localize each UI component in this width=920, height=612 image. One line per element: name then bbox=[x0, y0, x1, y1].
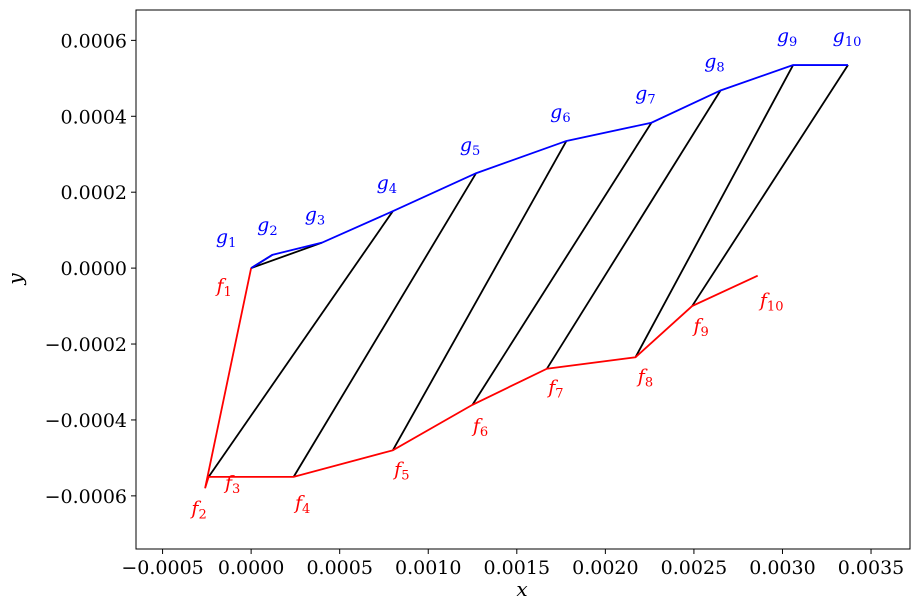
series-g-line bbox=[250, 64, 849, 269]
point-label-f6: f6 bbox=[471, 415, 488, 440]
connector-f1-g3 bbox=[250, 241, 323, 269]
point-label-f10: f10 bbox=[758, 290, 784, 315]
y-tick-label: 0.0002 bbox=[61, 182, 127, 204]
x-tick-label: 0.0015 bbox=[484, 557, 550, 579]
point-label-g8: g8 bbox=[704, 50, 724, 75]
point-label-g1: g1 bbox=[216, 226, 236, 251]
point-label-f5: f5 bbox=[392, 458, 409, 483]
point-label-g6: g6 bbox=[550, 101, 570, 126]
point-labels: f1 f2 f3 f4 f5 f6 f7 f8 f9 f10 g1 g2 g3 g4 g5 g6 g7 g8 g9 g… bbox=[189, 25, 861, 522]
point-label-g10: g10 bbox=[833, 25, 862, 50]
connector-f5-g6 bbox=[392, 140, 568, 451]
connector-f7-g8 bbox=[546, 89, 722, 370]
connector-f9-g10 bbox=[691, 64, 849, 307]
y-tick-label: 0.0000 bbox=[61, 258, 127, 280]
series-lines bbox=[204, 64, 849, 489]
x-tick-label: 0.0030 bbox=[749, 557, 815, 579]
x-tick-label: 0.0025 bbox=[661, 557, 727, 579]
x-tick-label: 0.0035 bbox=[838, 557, 904, 579]
x-tick-label: 0.0005 bbox=[306, 557, 372, 579]
y-tick-label: −0.0002 bbox=[45, 334, 127, 356]
series-f-line bbox=[204, 267, 759, 489]
y-tick-label: −0.0006 bbox=[45, 486, 127, 508]
point-label-g2: g2 bbox=[257, 214, 277, 239]
connector-f3-g4 bbox=[207, 210, 394, 478]
x-tick-label: 0.0010 bbox=[395, 557, 461, 579]
x-tick-label: 0.0020 bbox=[572, 557, 638, 579]
point-label-g9: g9 bbox=[777, 25, 797, 50]
point-label-f7: f7 bbox=[546, 377, 563, 402]
point-label-g4: g4 bbox=[377, 172, 397, 197]
point-label-g5: g5 bbox=[460, 134, 480, 159]
x-axis-ticks: −0.0005 0.0000 0.0005 0.0010 0.0015 0.0020 0.0… bbox=[121, 549, 904, 579]
x-tick-label: 0.0000 bbox=[218, 557, 284, 579]
x-tick-label: −0.0005 bbox=[121, 557, 203, 579]
y-axis-ticks: −0.0006 −0.0004 −0.0002 0.0000 0.0002 0.0004 0… bbox=[45, 30, 136, 508]
x-axis-label: x bbox=[516, 577, 527, 601]
point-label-f9: f9 bbox=[691, 315, 708, 340]
connector-f4-g5 bbox=[292, 172, 477, 478]
point-label-f2: f2 bbox=[189, 497, 206, 522]
y-tick-label: 0.0004 bbox=[61, 106, 127, 128]
point-label-f8: f8 bbox=[636, 365, 653, 390]
point-label-g7: g7 bbox=[635, 83, 655, 108]
point-label-f4: f4 bbox=[293, 492, 310, 517]
plot-area-frame bbox=[135, 9, 911, 550]
y-axis-label: y bbox=[3, 273, 27, 286]
point-label-f3: f3 bbox=[223, 472, 240, 497]
y-tick-label: 0.0006 bbox=[61, 30, 127, 52]
point-label-f1: f1 bbox=[214, 275, 231, 300]
point-label-g3: g3 bbox=[305, 204, 325, 229]
connector-f6-g7 bbox=[471, 122, 653, 406]
connector-f8-g9 bbox=[634, 64, 794, 358]
y-tick-label: −0.0004 bbox=[45, 410, 127, 432]
connector-lines bbox=[207, 64, 849, 478]
